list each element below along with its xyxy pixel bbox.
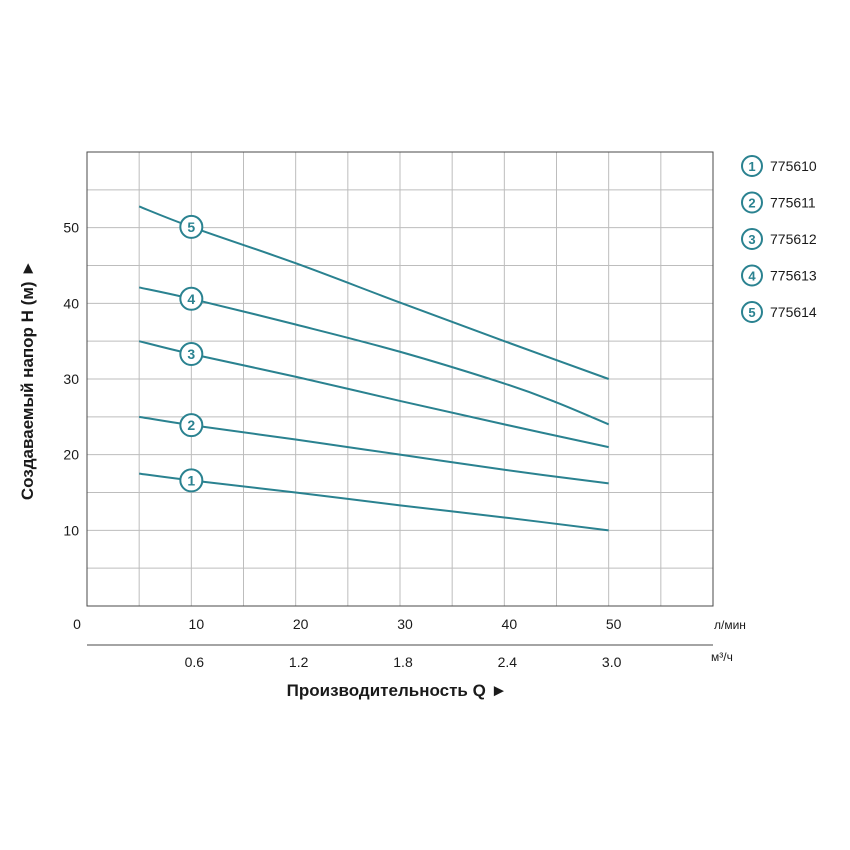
series-marker-label: 5 bbox=[187, 219, 195, 235]
x-tick-label: 30 bbox=[397, 616, 413, 632]
series-line-775614 bbox=[138, 205, 610, 380]
series-marker-4 bbox=[179, 286, 204, 311]
series-marker-label: 4 bbox=[187, 291, 195, 307]
y-tick-label: 50 bbox=[63, 220, 79, 236]
x-tick-label: 20 bbox=[293, 616, 309, 632]
x-axis-title: Производительность Q ► bbox=[287, 681, 508, 700]
series-line-775610 bbox=[139, 472, 609, 532]
y-axis-title: Создаваемый напор Н (м) ► bbox=[18, 260, 37, 500]
legend-marker-1 bbox=[741, 155, 763, 177]
y-tick-label: 10 bbox=[63, 522, 79, 538]
series-lines bbox=[138, 205, 610, 532]
legend-series-name: 775614 bbox=[770, 304, 817, 320]
legend-marker-label: 1 bbox=[748, 159, 755, 174]
series-marker-label: 1 bbox=[187, 472, 195, 488]
x-tick-label: 10 bbox=[189, 616, 205, 632]
grid bbox=[87, 152, 713, 606]
plot-frame bbox=[86, 151, 714, 607]
x-unit-primary: л/мин bbox=[714, 618, 746, 632]
legend-marker-label: 5 bbox=[748, 305, 755, 320]
x2-tick-label: 0.6 bbox=[185, 654, 205, 670]
x2-tick-label: 1.2 bbox=[289, 654, 309, 670]
series-marker-5 bbox=[179, 214, 204, 239]
legend-series-name: 775612 bbox=[770, 231, 817, 247]
x2-tick-label: 3.0 bbox=[602, 654, 622, 670]
legend-marker-5 bbox=[741, 301, 763, 323]
series-marker-label: 2 bbox=[187, 417, 195, 433]
y-tick-label: 40 bbox=[63, 295, 79, 311]
x2-tick-label: 2.4 bbox=[498, 654, 518, 670]
x-tick-label: 0 bbox=[73, 616, 81, 632]
legend-marker-label: 4 bbox=[748, 269, 756, 284]
series-marker-label: 3 bbox=[187, 346, 195, 362]
series-line-775612 bbox=[138, 340, 609, 449]
legend-series-name: 775613 bbox=[770, 268, 817, 284]
x-tick-label: 50 bbox=[606, 616, 622, 632]
x-tick-labels-primary: 0 10 20 30 40 50 bbox=[73, 616, 622, 632]
legend-marker-4 bbox=[741, 264, 763, 287]
y-tick-label: 20 bbox=[63, 447, 79, 463]
y-tick-labels: 10 20 30 40 50 bbox=[63, 220, 79, 539]
legend-marker-2 bbox=[741, 191, 763, 214]
x-tick-labels-secondary: 0.6 1.2 1.8 2.4 3.0 bbox=[185, 654, 622, 670]
series-markers: 1 2 3 4 5 bbox=[179, 214, 204, 493]
y-tick-label: 30 bbox=[63, 371, 79, 387]
legend: 1 775610 2 775611 3 775612 4 775613 5 775614 bbox=[741, 155, 817, 323]
legend-marker-label: 2 bbox=[748, 196, 755, 211]
legend-marker-3 bbox=[741, 228, 763, 250]
series-line-775613 bbox=[138, 286, 610, 426]
x-tick-label: 40 bbox=[502, 616, 518, 632]
series-line-775611 bbox=[139, 415, 609, 485]
legend-marker-label: 3 bbox=[748, 232, 755, 247]
legend-series-name: 775611 bbox=[770, 195, 816, 211]
x2-tick-label: 1.8 bbox=[393, 654, 413, 670]
legend-series-name: 775610 bbox=[770, 158, 817, 174]
series-marker-1 bbox=[179, 468, 204, 493]
series-marker-3 bbox=[179, 342, 204, 367]
series-marker-2 bbox=[179, 413, 204, 438]
x-unit-secondary: м³/ч bbox=[711, 650, 733, 664]
